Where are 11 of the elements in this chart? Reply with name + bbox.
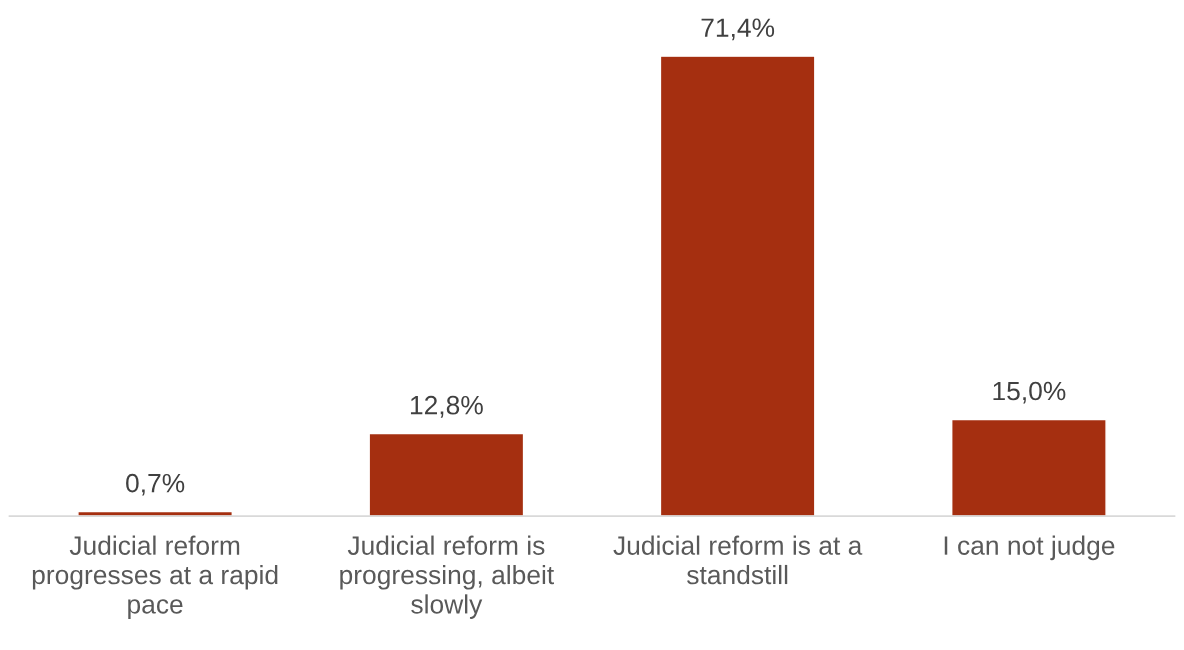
- bar: [368, 432, 525, 517]
- x-tick-label: I can not judge: [944, 535, 1115, 561]
- data-label: 15,0%: [993, 381, 1066, 404]
- x-tick-label: Judicial reform is at a standstill: [613, 535, 863, 585]
- data-label: 71,4%: [701, 18, 775, 41]
- data-label: 0,7%: [126, 473, 185, 496]
- bar: [659, 55, 816, 517]
- data-label: 12,8%: [410, 395, 483, 418]
- x-tick-label: Judicial reform progresses at a rapid pace: [32, 535, 278, 619]
- x-tick-label: Judicial reform is progressing, albeit slowly: [340, 535, 554, 619]
- bar: [951, 418, 1107, 517]
